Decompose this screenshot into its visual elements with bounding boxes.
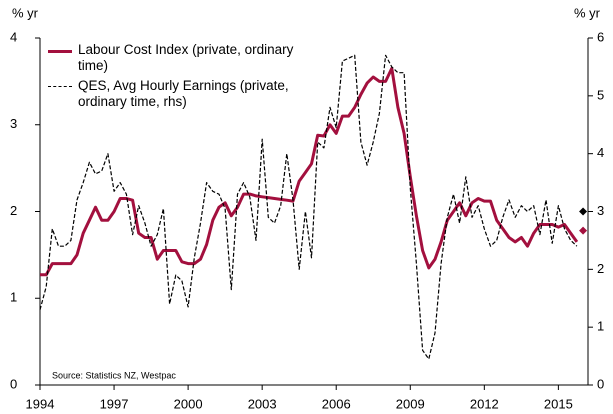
legend-label: QES, Avg Hourly Earnings (private, ordin…: [78, 78, 289, 109]
end-marker: [579, 226, 588, 235]
y-tick-label: 2: [10, 203, 17, 218]
legend-item: Labour Cost Index (private, ordinary tim…: [48, 42, 298, 74]
y2-tick-label: 0: [597, 376, 604, 391]
x-tick-label: 2012: [470, 396, 499, 411]
y-tick-label: 0: [10, 376, 17, 391]
y2-tick-label: 3: [597, 203, 604, 218]
legend-swatch: [48, 86, 72, 87]
x-tick-label: 2006: [322, 396, 351, 411]
y-axis-label: % yr: [12, 5, 39, 20]
x-tick-label: 2003: [248, 396, 277, 411]
y-tick-label: 4: [10, 29, 17, 44]
x-tick-label: 2000: [174, 396, 203, 411]
y2-tick-label: 4: [597, 145, 604, 160]
x-tick-label: 1994: [26, 396, 55, 411]
y2-axis-label: % yr: [574, 5, 601, 20]
legend-swatch: [48, 50, 72, 53]
x-tick-label: 1997: [100, 396, 129, 411]
legend-item: QES, Avg Hourly Earnings (private, ordin…: [48, 78, 298, 110]
source-note: Source: Statistics NZ, Westpac: [52, 370, 176, 380]
y2-tick-label: 2: [597, 261, 604, 276]
end-marker: [579, 207, 588, 216]
x-tick-label: 2009: [396, 396, 425, 411]
x-tick-label: 2015: [544, 396, 573, 411]
y2-tick-label: 6: [597, 29, 604, 44]
y2-tick-label: 5: [597, 87, 604, 102]
legend: Labour Cost Index (private, ordinary tim…: [48, 42, 298, 114]
series-line: [39, 54, 578, 360]
y-tick-label: 3: [10, 116, 17, 131]
legend-label: Labour Cost Index (private, ordinary tim…: [78, 42, 294, 73]
y-tick-label: 1: [10, 290, 17, 305]
series-line: [40, 66, 579, 277]
y2-tick-label: 1: [597, 319, 604, 334]
